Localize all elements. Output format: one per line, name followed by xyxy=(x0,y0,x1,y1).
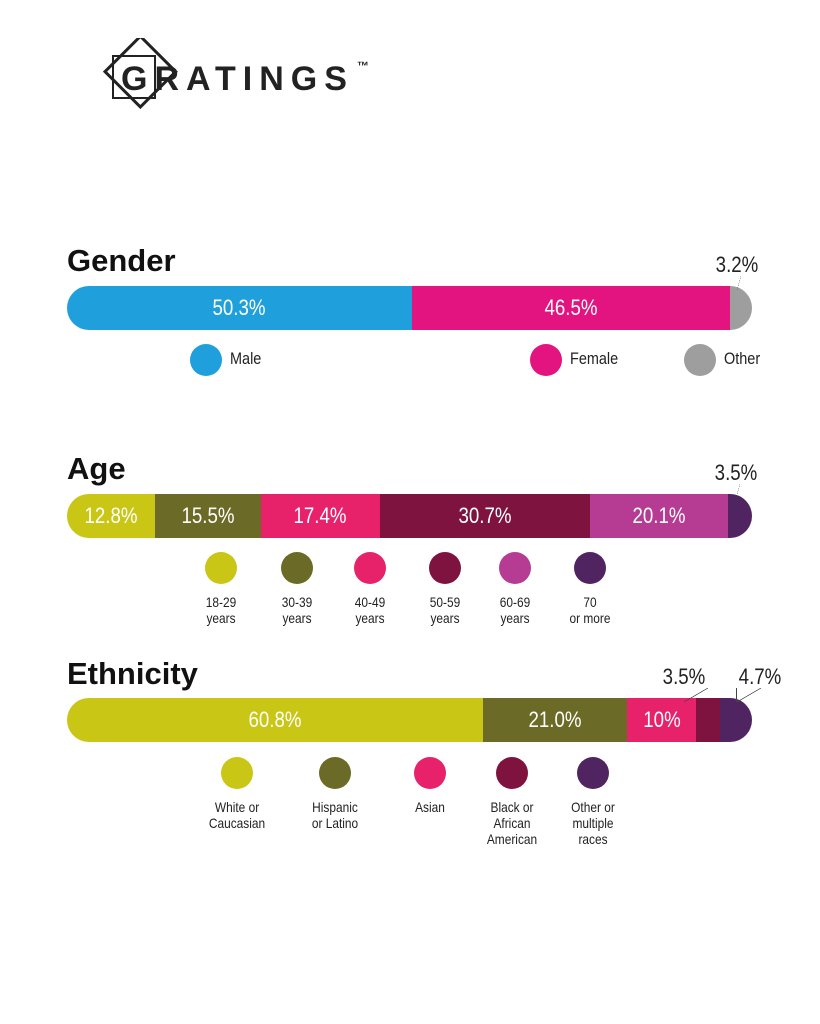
logo-diamond xyxy=(102,38,178,110)
value-label: 60.8% xyxy=(248,707,302,732)
legend-swatch xyxy=(499,552,531,584)
legend-label: Female xyxy=(570,349,619,368)
bar-segment xyxy=(67,286,413,330)
value-label: 50.3% xyxy=(212,295,266,320)
legend-swatch xyxy=(414,757,446,789)
legend-label: 50-59 years xyxy=(429,594,461,626)
leader-line xyxy=(735,688,761,702)
legend-label: Other xyxy=(724,349,761,368)
value-label: 30.7% xyxy=(458,503,512,528)
legend-swatch xyxy=(496,757,528,789)
value-label: 12.8% xyxy=(84,503,138,528)
bar-segment xyxy=(67,494,156,538)
legend-swatch xyxy=(221,757,253,789)
chart-title: Age xyxy=(67,451,126,486)
bar-segment xyxy=(730,286,752,330)
bar-segment xyxy=(719,698,752,742)
bar-segment xyxy=(380,494,591,538)
value-label: 17.4% xyxy=(293,503,347,528)
legend-label: Hispanic or Latino xyxy=(311,799,359,831)
bar-segment xyxy=(154,494,262,538)
stacked-bar xyxy=(67,494,752,538)
leader-line xyxy=(736,484,740,498)
legend-label: 70 or more xyxy=(569,594,611,626)
value-label: 46.5% xyxy=(544,295,598,320)
legend-swatch xyxy=(205,552,237,584)
legend-label: Asian xyxy=(415,799,445,815)
legend-label: 40-49 years xyxy=(354,594,386,626)
stacked-bar xyxy=(67,286,752,330)
value-label: 3.2% xyxy=(715,252,759,277)
legend-swatch xyxy=(684,344,716,376)
logo-text: GRATINGS xyxy=(121,60,354,98)
legend-label: 18-29 years xyxy=(205,594,237,626)
chart-title: Ethnicity xyxy=(67,656,198,691)
value-label: 3.5% xyxy=(662,664,706,689)
bar-segment xyxy=(67,698,484,742)
bar-segment xyxy=(483,698,628,742)
legend-label: Black or African American xyxy=(486,799,538,847)
legend-label: Male xyxy=(230,349,262,368)
legend-swatch xyxy=(577,757,609,789)
logo-square xyxy=(112,55,156,99)
legend-swatch xyxy=(574,552,606,584)
legend-label: Other or multiple races xyxy=(571,799,615,847)
bar-segment xyxy=(590,494,729,538)
leader-line xyxy=(683,688,708,702)
value-label: 4.7% xyxy=(738,664,782,689)
legend-label: 60-69 years xyxy=(499,594,531,626)
bar-segment xyxy=(411,286,731,330)
stacked-bar xyxy=(67,698,752,742)
legend-swatch xyxy=(429,552,461,584)
legend-label: White or Caucasian xyxy=(208,799,266,831)
bar-segment xyxy=(260,494,381,538)
legend-swatch xyxy=(530,344,562,376)
legend-label: 30-39 years xyxy=(281,594,313,626)
legend-swatch xyxy=(319,757,351,789)
value-label: 20.1% xyxy=(632,503,686,528)
bar-segment xyxy=(728,494,752,538)
bar-segment xyxy=(695,698,721,742)
legend-swatch xyxy=(354,552,386,584)
value-label: 15.5% xyxy=(181,503,235,528)
bar-segment xyxy=(627,698,697,742)
logo-trademark: ™ xyxy=(357,59,369,73)
value-label: 21.0% xyxy=(528,707,582,732)
logo: GRATINGS ™ xyxy=(102,38,369,110)
legend-swatch xyxy=(281,552,313,584)
value-label: 10% xyxy=(642,707,681,732)
legend-swatch xyxy=(190,344,222,376)
chart-title: Gender xyxy=(67,243,176,278)
leader-line xyxy=(737,276,742,290)
value-label: 3.5% xyxy=(714,460,758,485)
